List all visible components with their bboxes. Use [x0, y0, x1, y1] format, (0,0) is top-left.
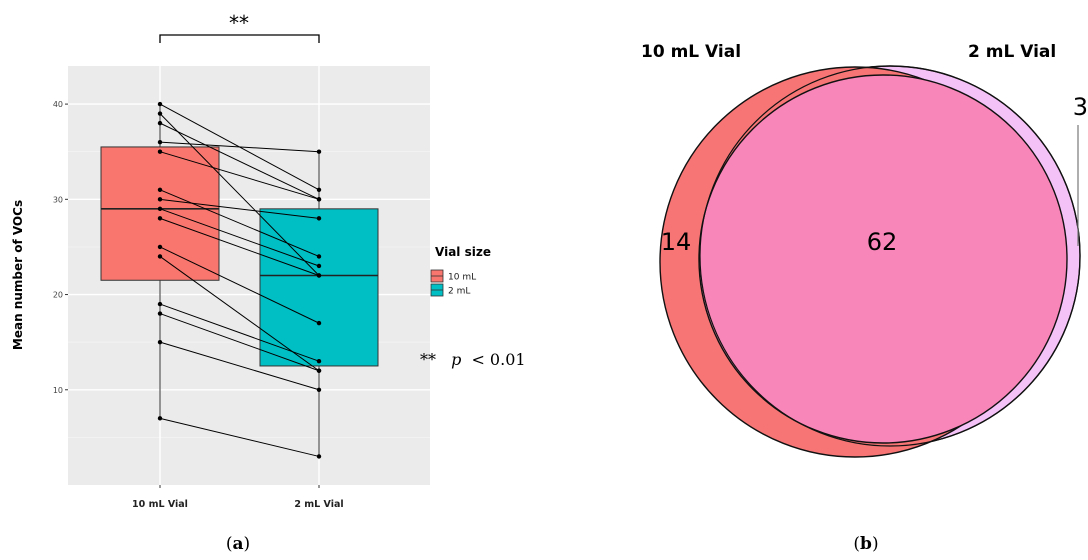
point-10ml — [157, 244, 163, 250]
legend-entries: 10 mL 2 mL — [430, 269, 476, 297]
y-axis-label: Mean number of VOCs — [11, 200, 25, 350]
point-2ml — [316, 387, 322, 392]
legend-title: Vial size — [435, 245, 491, 259]
y-axis-ticks: 10 20 30 40 — [53, 100, 68, 395]
point-10ml — [157, 139, 163, 145]
point-2ml — [316, 187, 322, 192]
point-10ml — [157, 416, 163, 421]
significance-bracket — [159, 34, 320, 43]
panel-letter-a: a — [232, 534, 243, 554]
box — [259, 208, 379, 367]
point-10ml — [157, 120, 163, 126]
x-axis-ticks: 10 mL Vial 2 mL Vial — [132, 485, 344, 510]
y-tick-label: 40 — [53, 100, 63, 109]
y-tick-label: 30 — [53, 195, 63, 204]
legend-label: 10 mL — [448, 273, 476, 283]
x-tick-label: 10 mL Vial — [132, 499, 188, 510]
p-value-note: ** p < 0.01 — [420, 350, 526, 369]
significance-stars: ** — [229, 11, 249, 35]
pair-line — [159, 122, 320, 200]
point-10ml — [157, 101, 163, 107]
y-tick-label: 10 — [53, 386, 63, 395]
point-10ml — [157, 206, 163, 212]
point-10ml — [157, 301, 163, 307]
venn-panel: 10 mL Vial 2 mL Vial 14 62 3 (b) — [641, 42, 1088, 554]
pair-line — [159, 208, 320, 267]
pair-line — [159, 189, 320, 257]
point-10ml — [157, 311, 163, 316]
pair-line — [159, 417, 320, 457]
point-2ml — [316, 149, 322, 154]
legend: Vial size 10 mL 2 mL — [430, 245, 491, 297]
boxplot-panel: 10 20 30 40 10 mL Vial 2 mL Vial Mean number… — [11, 11, 526, 554]
point-2ml — [316, 273, 322, 278]
y-tick-label: 20 — [53, 291, 63, 300]
point-10ml — [157, 254, 163, 259]
venn-count-intersection: 62 — [867, 228, 898, 256]
x-tick-label: 2 mL Vial — [294, 499, 343, 510]
p-value-threshold: < 0.01 — [471, 350, 525, 369]
venn-count-10ml-only: 14 — [661, 228, 692, 256]
pair-line — [159, 303, 320, 362]
point-2ml — [316, 197, 322, 202]
point-10ml — [157, 339, 163, 345]
point-10ml — [157, 187, 163, 192]
venn-set-2ml-outline — [699, 65, 1081, 447]
point-10ml — [157, 149, 163, 154]
pair-line — [159, 341, 320, 391]
venn-label-2ml: 2 mL Vial — [968, 42, 1056, 62]
p-value-stars: ** — [420, 350, 436, 369]
pair-line — [159, 198, 320, 219]
point-2ml — [316, 216, 322, 221]
legend-label: 2 mL — [448, 287, 470, 297]
point-2ml — [316, 359, 322, 364]
panel-label-b: (b) — [853, 534, 878, 554]
point-10ml — [157, 197, 163, 202]
pair-line — [159, 246, 320, 324]
paired-lines — [157, 101, 322, 459]
pair-line — [159, 217, 320, 276]
venn-intersection — [698, 74, 1068, 444]
venn-label-10ml: 10 mL Vial — [641, 42, 741, 62]
panel-label-a: (a) — [226, 534, 250, 554]
point-10ml — [157, 216, 163, 221]
point-10ml — [157, 111, 163, 116]
pair-line — [159, 313, 320, 372]
point-2ml — [316, 454, 322, 459]
pair-line — [159, 151, 320, 200]
point-2ml — [316, 368, 322, 373]
point-2ml — [316, 263, 322, 269]
venn-count-2ml-only: 3 — [1073, 93, 1088, 121]
box — [100, 146, 220, 281]
p-value-p: p — [451, 350, 461, 369]
pair-line — [159, 113, 320, 276]
point-2ml — [316, 254, 322, 259]
pair-line — [159, 141, 320, 153]
panel-letter-b: b — [860, 534, 872, 554]
point-2ml — [316, 320, 322, 326]
